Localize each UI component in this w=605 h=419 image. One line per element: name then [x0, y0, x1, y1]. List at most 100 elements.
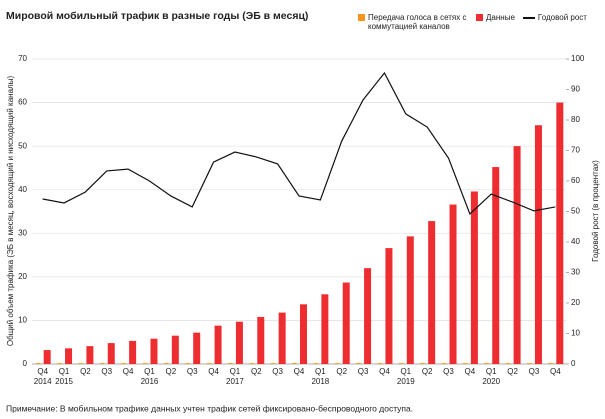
x-tick-label: Q2 — [166, 367, 177, 376]
x-year-label: 2016 — [141, 377, 159, 386]
y2-tick-label: 20 — [571, 298, 580, 307]
x-tick-label: Q2 — [251, 367, 262, 376]
bar — [185, 363, 191, 364]
x-tick-label: Q1 — [400, 367, 411, 376]
bar — [406, 236, 414, 364]
bar — [249, 363, 255, 364]
x-tick-label: Q3 — [187, 367, 198, 376]
y-axis-label: Общий объем трафика (ЭБ в месяц, восходя… — [6, 76, 15, 347]
x-year-label: 2017 — [226, 377, 244, 386]
x-year-label: 2014 — [34, 377, 52, 386]
x-tick-label: Q1 — [486, 367, 497, 376]
x-tick-label: Q3 — [272, 367, 283, 376]
x-tick-label: Q4 — [208, 367, 219, 376]
bar — [163, 363, 169, 364]
bar — [150, 338, 158, 364]
x-tick-label: Q4 — [550, 367, 561, 376]
legend-label: Годовой рост — [537, 13, 587, 22]
x-tick-label: Q3 — [101, 367, 112, 376]
bar — [470, 191, 478, 364]
legend-swatch — [522, 17, 535, 19]
bar — [556, 102, 564, 365]
y-tick-label: 70 — [18, 54, 27, 63]
x-tick-label: Q3 — [443, 367, 454, 376]
legend: Передача голоса в сетях с коммутацией ка… — [358, 13, 587, 31]
y2-tick-label: 40 — [571, 237, 580, 246]
bar — [129, 340, 137, 364]
legend-label: Данные — [486, 13, 515, 22]
bar — [292, 363, 297, 364]
note: Примечание: В мобильном трафике данных у… — [6, 403, 413, 413]
bar — [441, 363, 447, 364]
x-tick-label: Q2 — [507, 367, 518, 376]
x-tick-label: Q3 — [529, 367, 540, 376]
bar — [377, 363, 383, 364]
legend-item: Данные — [476, 13, 515, 31]
y2-tick-label: 100 — [571, 54, 585, 63]
bar — [364, 268, 372, 364]
bar — [534, 125, 542, 364]
bar — [57, 363, 63, 364]
legend-label: Передача голоса в сетях с коммутацией ка… — [368, 13, 467, 31]
bar — [313, 363, 319, 364]
bar — [356, 363, 362, 364]
bar — [385, 248, 393, 364]
bar — [227, 363, 233, 364]
bar — [86, 346, 94, 364]
y2-tick-label: 80 — [571, 115, 580, 124]
x-year-label: 2019 — [397, 377, 415, 386]
y2-axis-label: Годовой рост (в процентах) — [591, 160, 600, 262]
y-tick-label: 40 — [18, 185, 27, 194]
bar — [492, 167, 500, 364]
legend-item: Годовой рост — [522, 13, 587, 31]
x-tick-label: Q1 — [230, 367, 241, 376]
bar — [257, 316, 265, 364]
x-tick-label: Q2 — [422, 367, 433, 376]
bar — [398, 363, 404, 364]
x-tick-label: Q1 — [59, 367, 70, 376]
bar — [428, 221, 436, 364]
bar — [206, 363, 212, 364]
y2-tick-label: 60 — [571, 176, 580, 185]
x-tick-label: Q4 — [465, 367, 476, 376]
y2-tick-label: 0 — [571, 359, 576, 368]
y-tick-label: 20 — [18, 272, 27, 281]
x-tick-label: Q4 — [379, 367, 390, 376]
bar — [214, 325, 222, 364]
bar — [171, 335, 179, 364]
x-tick-label: Q2 — [336, 367, 347, 376]
y2-tick-label: 90 — [571, 85, 580, 94]
y2-tick-label: 30 — [571, 268, 580, 277]
bar — [43, 350, 51, 364]
bar — [78, 363, 84, 364]
line — [42, 71, 556, 215]
bar — [334, 363, 340, 364]
x-tick-label: Q2 — [80, 367, 91, 376]
bar — [35, 363, 41, 364]
bar — [99, 363, 105, 364]
y-tick-label: 30 — [18, 228, 27, 237]
bar — [484, 363, 490, 364]
bar — [321, 294, 329, 364]
x-tick-label: Q1 — [144, 367, 155, 376]
bar — [65, 348, 73, 364]
bar — [278, 312, 286, 364]
x-year-label: 2015 — [55, 377, 73, 386]
y2-tick-label: 50 — [571, 207, 580, 216]
bar — [270, 363, 276, 364]
y2-tick-label: 10 — [571, 329, 580, 338]
x-tick-label: Q1 — [315, 367, 326, 376]
chart-title: Мировой мобильный трафик в разные годы (… — [6, 10, 308, 22]
bar — [121, 363, 127, 364]
bar — [142, 363, 148, 364]
x-tick-label: Q3 — [358, 367, 369, 376]
x-tick-label: Q4 — [294, 367, 305, 376]
y-tick-label: 10 — [18, 316, 27, 325]
x-tick-label: Q4 — [123, 367, 134, 376]
y-tick-label: 0 — [23, 359, 28, 368]
bar — [462, 363, 468, 364]
legend-swatch — [476, 14, 483, 21]
x-year-label: 2020 — [482, 377, 500, 386]
